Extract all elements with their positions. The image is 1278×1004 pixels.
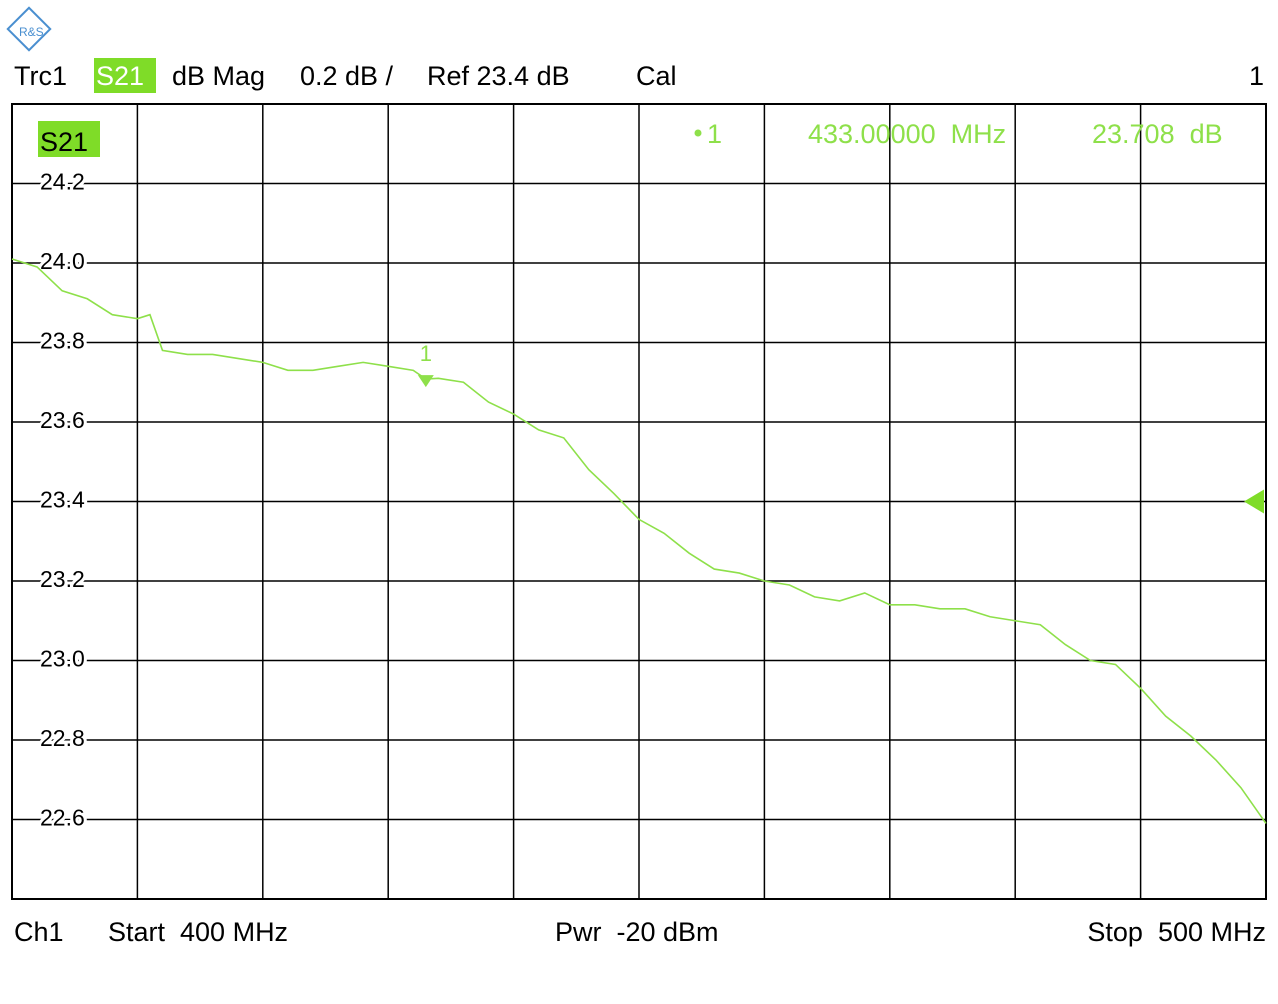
ref-level-marker: [1244, 489, 1264, 514]
marker-readout-label: 1: [707, 119, 722, 149]
channel-no: 1: [1249, 61, 1264, 91]
y-tick-label: 24.0: [40, 248, 85, 274]
y-tick-label: 23.8: [40, 328, 85, 354]
y-tick-label: 23.6: [40, 407, 85, 433]
ref: Ref 23.4 dB: [427, 61, 570, 91]
marker-dot: [694, 129, 702, 137]
format: dB Mag: [172, 61, 265, 91]
y-tick-label: 22.6: [40, 805, 85, 831]
logo: R&S: [6, 6, 52, 52]
y-tick-label: 23.0: [40, 646, 85, 672]
trace-label-box: [38, 121, 100, 157]
trace-line: [11, 258, 1267, 824]
y-tick-label: 23.4: [40, 487, 85, 513]
stop: Stop 500 MHz: [1087, 917, 1266, 947]
start: Start 400 MHz: [108, 917, 288, 947]
marker-freq: 433.00000 MHz: [808, 119, 1006, 149]
power: Pwr -20 dBm: [555, 917, 719, 947]
param: S21: [96, 61, 144, 91]
channel: Ch1: [14, 917, 64, 947]
marker-label: 1: [420, 341, 432, 366]
trace-label: S21: [40, 127, 88, 157]
marker-value: 23.708 dB: [1092, 119, 1223, 149]
marker-triangle: [417, 375, 434, 388]
svg-text:R&S: R&S: [19, 25, 44, 39]
cal: Cal: [636, 61, 677, 91]
y-tick-label: 22.8: [40, 725, 85, 751]
trace-name: Trc1: [14, 61, 67, 91]
param-box: [94, 58, 156, 93]
scale: 0.2 dB /: [300, 61, 394, 91]
y-tick-label: 23.2: [40, 566, 85, 592]
y-tick-label: 24.2: [40, 169, 85, 195]
